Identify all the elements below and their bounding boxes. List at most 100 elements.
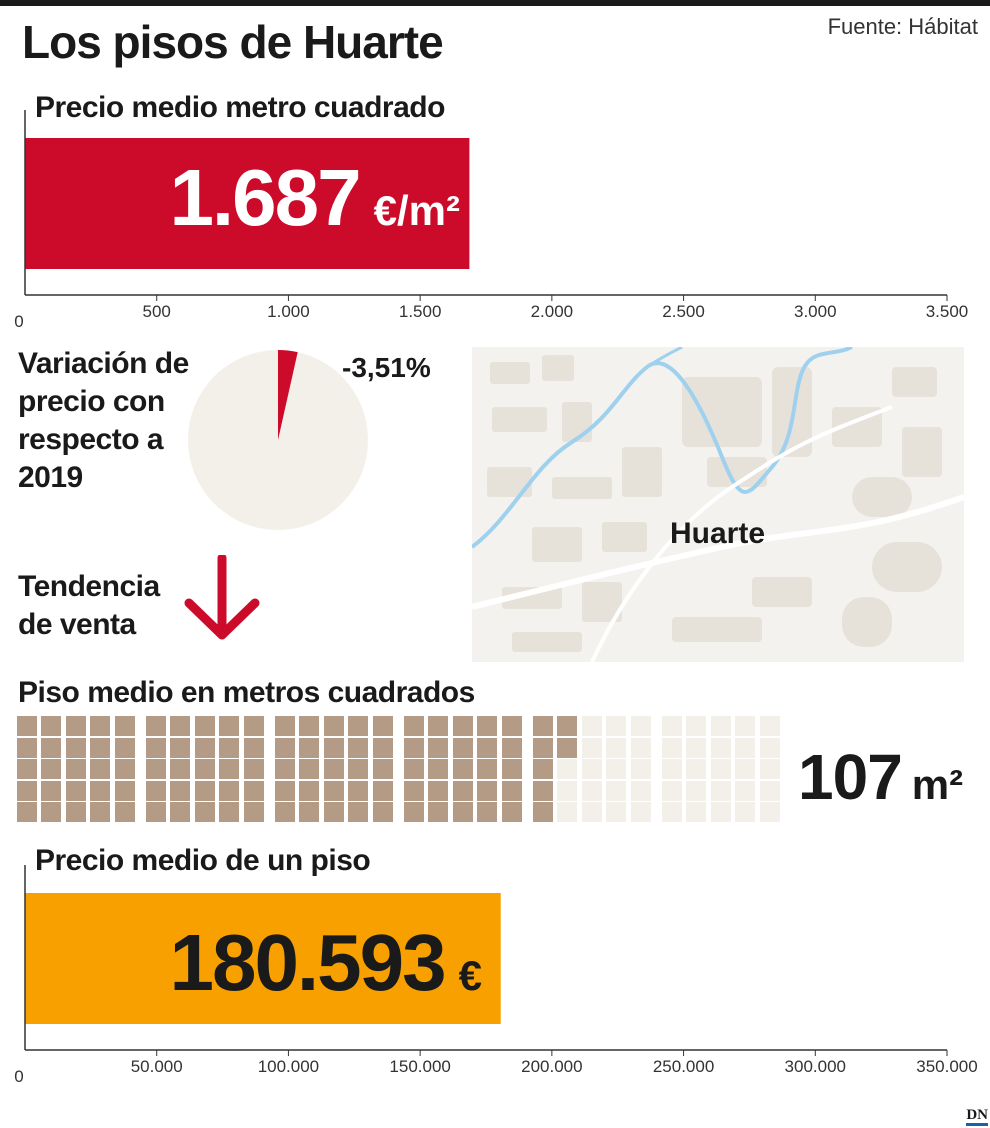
waffle-cell-empty [662,759,682,780]
variation-label-line: Variación de [18,347,189,380]
waffle-cell-filled [219,802,240,823]
waffle-cell-filled [323,716,344,736]
price-sqm-value-label: 1.687 €/m² [169,158,460,238]
waffle-cell-filled [17,780,37,801]
waffle-cell-empty [630,780,651,801]
waffle-cell-filled [65,780,86,801]
trend-label-line: Tendencia [18,570,160,603]
waffle-cell-filled [428,716,449,736]
waffle-cell-filled [477,780,498,801]
waffle-cell-filled [348,759,369,780]
variation-label-line: precio con [18,385,165,418]
waffle-cell-empty [735,802,756,823]
variation-pie-chart [188,350,368,530]
flat-price-tick-label: 0 [14,1067,23,1086]
waffle-cell-empty [710,737,731,758]
waffle-cell-filled [243,716,264,736]
waffle-cell-filled [372,737,393,758]
waffle-cell-filled [501,737,522,758]
waffle-cell-filled [194,737,215,758]
price-sqm-tick-label: 2.500 [662,302,705,321]
infographic-title: Los pisos de Huarte [22,16,444,68]
variation-label-line: 2019 [18,461,83,494]
waffle-cell-empty [710,780,731,801]
waffle-cell-empty [710,802,731,823]
waffle-cell-empty [662,802,682,823]
waffle-cell-filled [501,759,522,780]
waffle-cell-filled [452,759,473,780]
waffle-cell-filled [501,716,522,736]
waffle-cell-empty [581,802,602,823]
price-sqm-value: 1.687 [169,153,361,242]
waffle-cell-filled [243,737,264,758]
waffle-cell-filled [114,759,135,780]
waffle-cell-filled [372,802,393,823]
waffle-cell-filled [65,759,86,780]
waffle-cell-filled [299,759,320,780]
waffle-cell-filled [219,759,240,780]
waffle-cell-empty [662,737,682,758]
waffle-cell-filled [41,780,62,801]
arrow-down-icon [184,555,260,640]
flat-price-tick-label: 200.000 [521,1057,582,1076]
waffle-cell-filled [323,780,344,801]
area-value-label: 107 m² [798,740,963,814]
waffle-cell-filled [404,737,424,758]
waffle-cell-empty [759,802,780,823]
waffle-cell-filled [65,737,86,758]
waffle-cell-filled [146,737,166,758]
waffle-cell-filled [533,737,553,758]
waffle-cell-filled [557,737,578,758]
waffle-cell-empty [581,737,602,758]
waffle-cell-filled [501,802,522,823]
waffle-cell-empty [606,716,627,736]
waffle-cell-filled [372,716,393,736]
location-map: Huarte [472,347,964,662]
waffle-cell-empty [759,737,780,758]
waffle-cell-empty [606,737,627,758]
variation-label: Variación de precio con respecto a 2019 [18,345,189,497]
waffle-cell-empty [710,759,731,780]
waffle-cell-filled [219,716,240,736]
waffle-cell-empty [759,716,780,736]
price-sqm-tick-label: 500 [143,302,171,321]
waffle-cell-empty [686,780,707,801]
waffle-cell-filled [90,759,111,780]
waffle-cell-filled [170,759,191,780]
waffle-cell-filled [323,759,344,780]
waffle-cell-filled [114,802,135,823]
waffle-cell-empty [735,716,756,736]
waffle-cell-filled [348,716,369,736]
waffle-cell-empty [630,802,651,823]
waffle-cell-empty [735,737,756,758]
waffle-cell-filled [90,780,111,801]
waffle-cell-empty [606,780,627,801]
waffle-cell-empty [735,780,756,801]
waffle-cell-filled [170,802,191,823]
waffle-cell-filled [428,759,449,780]
waffle-cell-filled [275,802,295,823]
waffle-cell-empty [662,780,682,801]
waffle-cell-filled [170,716,191,736]
waffle-cell-filled [452,716,473,736]
waffle-cell-filled [299,716,320,736]
flat-price-axis-svg: 0 50.000 100.000 150.000 200.000 250.000 300.0… [14,865,978,1086]
waffle-cell-empty [735,759,756,780]
map-place-label: Huarte [670,517,766,550]
waffle-cell-filled [17,759,37,780]
area-unit: m² [911,761,964,808]
waffle-cell-filled [65,716,86,736]
waffle-cell-filled [17,716,37,736]
waffle-cell-empty [759,759,780,780]
price-sqm-bar-chart: 0 500 1.000 1.500 2.000 2.500 3.000 3.500 [0,110,990,331]
flat-price-tick-label: 50.000 [131,1057,183,1076]
source-note: Fuente: Hábitat [827,14,978,39]
trend-label-line: de venta [18,608,136,641]
flat-price-value: 180.593 [169,918,446,1007]
waffle-cell-filled [17,737,37,758]
price-sqm-tick-label: 1.000 [267,302,310,321]
waffle-cell-filled [477,737,498,758]
waffle-cell-filled [452,737,473,758]
waffle-cell-filled [533,759,553,780]
trend-label: Tendencia de venta [18,568,160,644]
